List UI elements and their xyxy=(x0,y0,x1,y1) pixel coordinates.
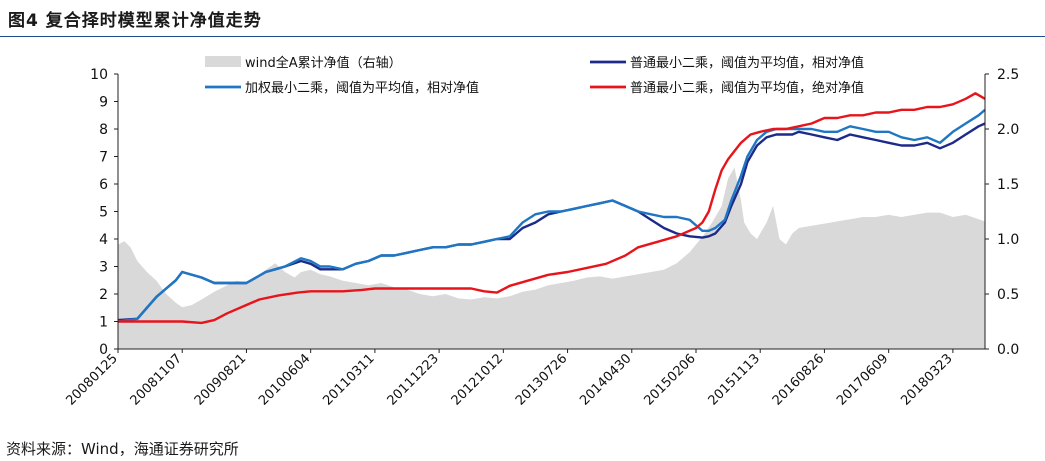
x-tick-label: 20140430 xyxy=(577,351,634,408)
x-tick-label: 20100604 xyxy=(256,351,313,408)
figure-title: 图4 复合择时模型累计净值走势 xyxy=(8,11,262,31)
x-tick-label: 20180323 xyxy=(898,351,955,408)
legend-label-1: 普通最小二乘，阈值为平均值，相对净值 xyxy=(630,55,864,71)
legend-label-3: 普通最小二乘，阈值为平均值，绝对净值 xyxy=(630,80,864,96)
area-layer xyxy=(118,167,985,349)
right-tick-label: 2.0 xyxy=(997,122,1019,138)
left-tick-label: 2 xyxy=(99,287,108,303)
right-tick-label: 0.0 xyxy=(997,342,1019,358)
left-tick-label: 6 xyxy=(99,177,108,193)
legend: wind全A累计净值（右轴） 普通最小二乘，阈值为平均值，相对净值加权最小二乘，阈… xyxy=(205,55,864,96)
x-tick-label: 20151113 xyxy=(706,351,763,408)
right-tick-label: 2.5 xyxy=(997,67,1019,83)
x-tick-label: 20111223 xyxy=(385,351,442,408)
left-tick-label: 7 xyxy=(99,150,108,166)
right-tick-label: 1.5 xyxy=(997,177,1019,193)
legend-swatch-0 xyxy=(205,56,241,67)
lines-layer xyxy=(117,92,986,325)
left-tick-label: 1 xyxy=(99,315,108,331)
left-tick-label: 4 xyxy=(99,232,108,248)
x-tick-label: 20090821 xyxy=(192,351,249,408)
series-line-2 xyxy=(117,108,986,323)
series-line-3 xyxy=(118,92,986,325)
left-tick-label: 9 xyxy=(99,95,108,111)
left-tick-label: 10 xyxy=(90,67,108,83)
x-tick-label: 20170609 xyxy=(834,351,891,408)
left-tick-label: 0 xyxy=(99,342,108,358)
x-tick-label: 20121012 xyxy=(449,351,506,408)
left-tick-label: 5 xyxy=(99,205,108,221)
legend-label-2: 加权最小二乘，阈值为平均值，相对净值 xyxy=(245,80,479,96)
right-tick-label: 0.5 xyxy=(997,287,1019,303)
x-tick-label: 20130726 xyxy=(513,351,570,408)
x-tick-label: 20080125 xyxy=(63,351,120,408)
x-tick-label: 20110311 xyxy=(320,351,377,408)
x-tick-label: 20160826 xyxy=(770,351,827,408)
figure-header: 图4 复合择时模型累计净值走势 xyxy=(0,0,1045,37)
left-tick-label: 8 xyxy=(99,122,108,138)
legend-label-0: wind全A累计净值（右轴） xyxy=(245,55,402,71)
x-tick-label: 20081107 xyxy=(128,351,185,408)
series-area-0 xyxy=(118,167,985,349)
x-tick-label: 20150206 xyxy=(641,351,698,408)
right-tick-label: 1.0 xyxy=(997,232,1019,248)
left-tick-label: 3 xyxy=(99,260,108,276)
source-note: 资料来源：Wind，海通证券研究所 xyxy=(6,440,239,458)
